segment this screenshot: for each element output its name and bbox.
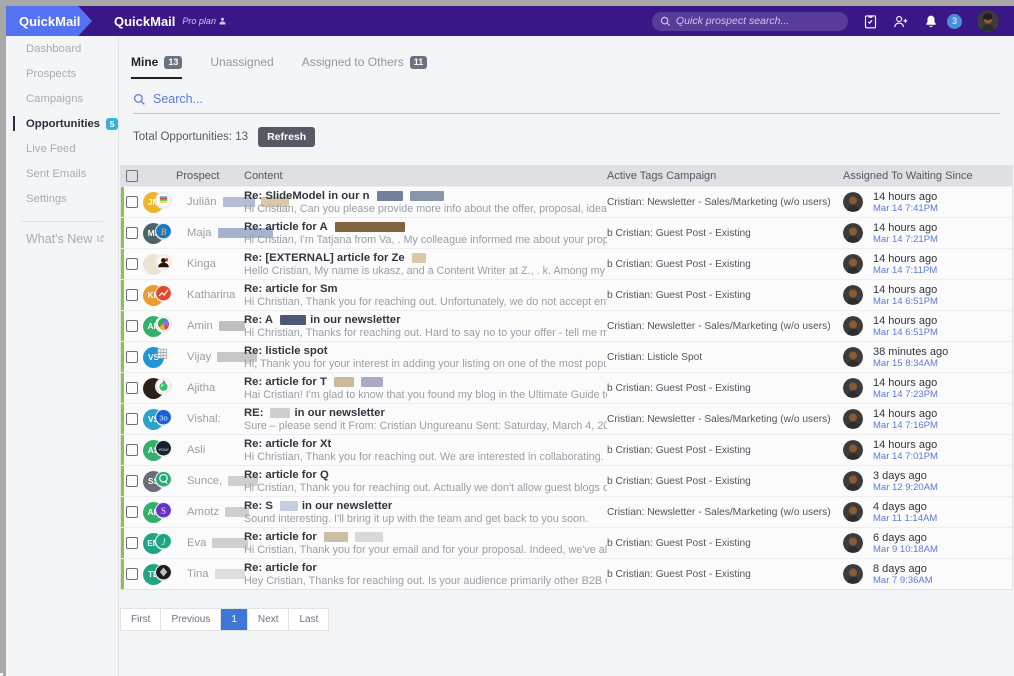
svg-text:S: S bbox=[161, 506, 166, 516]
svg-text:B: B bbox=[161, 227, 167, 237]
svg-text:ense: ense bbox=[159, 447, 169, 453]
svg-text:3o: 3o bbox=[159, 413, 167, 422]
